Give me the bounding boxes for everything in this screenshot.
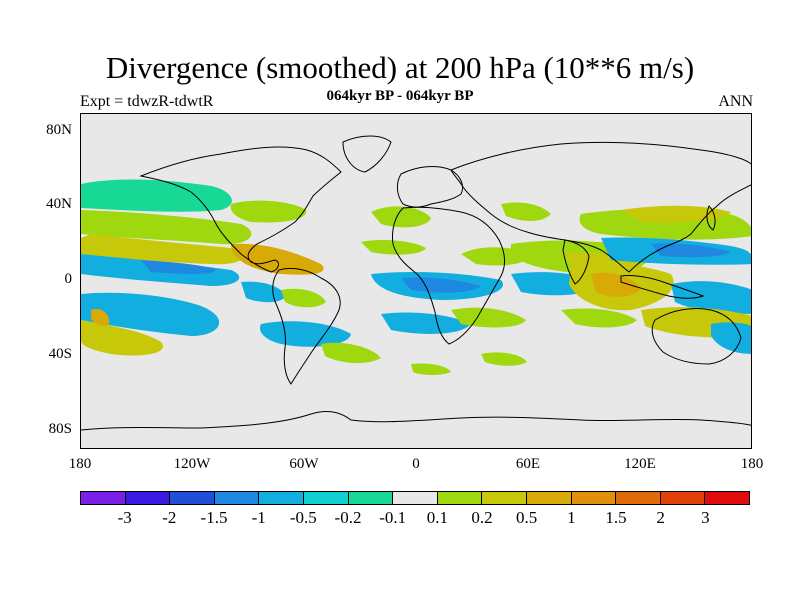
colorbar-box [571,492,617,504]
contour-fill [81,320,163,356]
colorbar-box [393,492,438,504]
colorbar-label: 1.5 [605,508,627,527]
divergence-field [81,135,751,431]
coastline-north-america [139,146,342,273]
contour-fill [81,234,243,265]
colorbar-box [303,492,349,504]
colorbar-box [705,492,749,504]
coastline-antarctica [81,411,751,431]
colorbar-label: -0.2 [334,508,362,527]
coastlines [81,135,751,431]
lat-tick-40s: 40S [48,346,72,362]
contour-fill [81,210,252,245]
colorbar-label: -2 [162,508,177,527]
lon-tick-180e: 180 [740,456,764,472]
coastline-south-america [272,267,341,385]
lon-tick-60w: 60W [289,456,319,472]
lon-tick-180w: 180 [68,456,92,472]
coastline-indonesia [620,275,705,299]
coastline-australia [651,307,742,365]
contour-fill [401,277,481,293]
colorbar-box [616,492,661,504]
colorbar-label: 1 [567,508,576,527]
plot-subtitle: 064kyr BP - 064kyr BP [326,88,474,104]
coastline-india [562,239,590,285]
lat-tick-40n: 40N [46,196,72,212]
coastline-asia [450,141,751,273]
coastline-japan [706,205,716,231]
season-label: ANN [718,93,753,110]
contour-fill [711,322,751,354]
colorbar-label: 0.1 [426,508,448,527]
lon-tick-120w: 120W [173,456,211,472]
colorbar-label: -1.5 [200,508,228,527]
colorbar [80,491,750,505]
colorbar-label: 0.5 [516,508,538,527]
contour-fill [230,200,307,223]
colorbar-box [482,492,527,504]
lat-tick-80n: 80N [46,122,72,138]
coastline-africa [392,206,506,345]
colorbar-box [660,492,706,504]
lon-tick-120e: 120E [624,456,656,472]
lat-tick-0: 0 [64,271,73,287]
colorbar-label: -0.1 [379,508,407,527]
contour-fill [81,179,232,212]
contour-fill [281,288,326,308]
colorbar-box [170,492,215,504]
colorbar-box [81,492,126,504]
contour-fill [321,342,381,364]
colorbar-label: 0.2 [471,508,493,527]
contour-fill [91,308,110,326]
colorbar-label: 2 [656,508,665,527]
colorbar-box [526,492,572,504]
colorbar-label: -3 [117,508,132,527]
contour-fill [361,240,426,255]
contour-fill [231,243,324,275]
colorbar-box [214,492,260,504]
lon-tick-60e: 60E [515,456,541,472]
colorbar-box [259,492,304,504]
colorbar-box [348,492,394,504]
coastline-greenland [342,135,392,173]
contour-fill [81,292,220,336]
contour-fill [651,243,731,258]
contour-fill [481,352,527,366]
lon-tick-0: 0 [412,456,420,472]
colorbar-box [125,492,171,504]
contour-fill [241,281,286,303]
plot-title: Divergence (smoothed) at 200 hPa (10**6 … [105,50,695,85]
colorbar-label: 3 [701,508,710,527]
colorbar-label: -1 [251,508,266,527]
map-panel [80,113,752,449]
contour-fill [591,272,641,297]
contour-fill [411,363,451,375]
contour-fill [671,281,751,314]
coastline-europe [396,166,464,208]
contour-fill [141,260,216,274]
contour-fill [259,321,351,347]
contour-fill [561,308,637,328]
contour-fill [451,307,526,328]
experiment-label: Expt = tdwzR-tdwtR [80,93,214,110]
contour-fill [501,202,551,221]
contour-fill [371,206,431,228]
colorbar-box [437,492,483,504]
contour-fill [381,312,471,334]
lat-tick-80s: 80S [48,421,72,437]
colorbar-label: -0.5 [289,508,317,527]
contour-fills [81,179,751,375]
